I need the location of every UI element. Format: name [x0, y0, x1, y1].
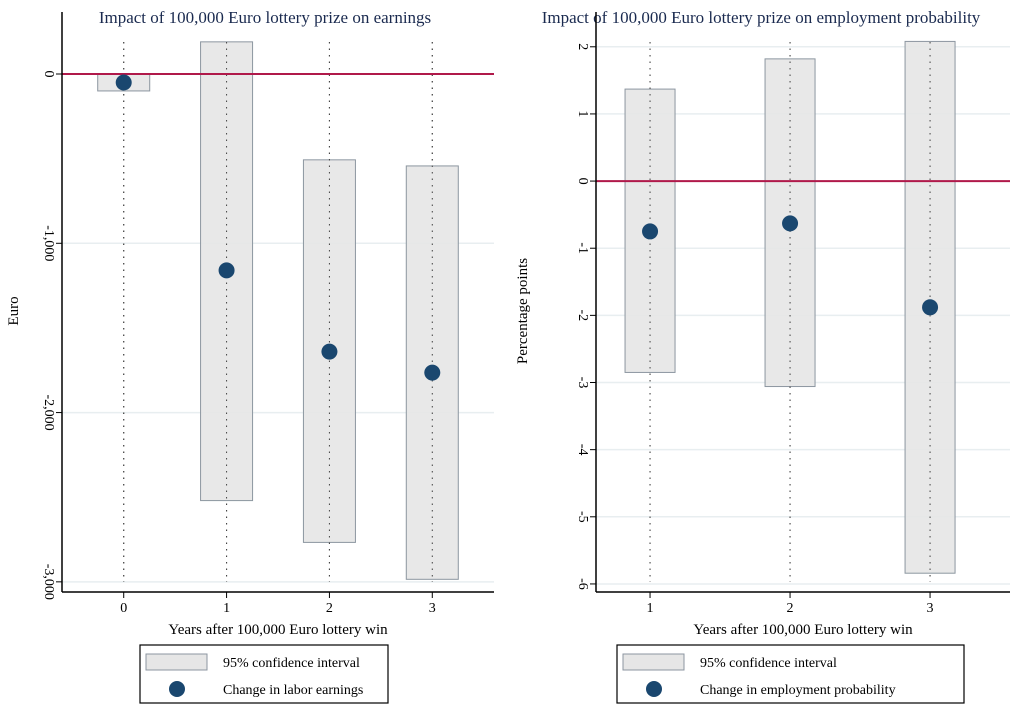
x-tick-label: 2	[326, 601, 333, 616]
y-tick-label: 1	[575, 110, 590, 117]
legend-ci-swatch	[145, 653, 208, 671]
point-estimate	[922, 299, 939, 316]
y-axis-label: Euro	[6, 296, 22, 325]
y-tick-label: -3	[575, 377, 590, 389]
x-tick-label: 0	[120, 601, 127, 616]
legend: 95% confidence interval Change in labor e…	[139, 644, 389, 704]
legend-point-marker	[169, 681, 185, 697]
legend-point-label: Change in labor earnings	[223, 683, 363, 698]
x-tick-label: 3	[429, 601, 436, 616]
y-tick-label: 0	[575, 178, 590, 185]
y-tick-label: -6	[575, 578, 590, 590]
point-estimate	[321, 343, 338, 360]
legend-ci-label: 95% confidence interval	[223, 656, 360, 671]
y-tick-label: -3,000	[41, 564, 56, 600]
point-estimate	[424, 364, 441, 381]
x-tick-label: 1	[223, 601, 230, 616]
panel-1: Impact of 100,000 Euro lottery prize on …	[6, 8, 494, 704]
legend: 95% confidence interval Change in employm…	[616, 644, 965, 704]
x-axis-label: Years after 100,000 Euro lottery win	[168, 622, 388, 638]
x-tick-label: 2	[787, 601, 794, 616]
y-tick-label: -4	[575, 444, 590, 456]
x-tick-label: 1	[647, 601, 654, 616]
y-tick-label: -1,000	[41, 225, 56, 261]
x-tick-label: 3	[927, 601, 934, 616]
y-tick-label: -1	[575, 242, 590, 254]
x-axis-label: Years after 100,000 Euro lottery win	[693, 622, 913, 638]
panel-2: Impact of 100,000 Euro lottery prize on …	[515, 8, 1010, 704]
point-estimate	[642, 223, 659, 240]
legend-ci-swatch	[622, 653, 685, 671]
y-tick-label: 0	[41, 71, 56, 78]
y-tick-label: -2,000	[41, 394, 56, 430]
legend-point-marker	[646, 681, 662, 697]
legend-point-label: Change in employment probability	[700, 683, 896, 698]
y-tick-label: 2	[575, 43, 590, 50]
chart-title: Impact of 100,000 Euro lottery prize on …	[99, 8, 431, 27]
y-tick-label: -2	[575, 310, 590, 322]
y-axis-label: Percentage points	[515, 258, 531, 364]
chart-title: Impact of 100,000 Euro lottery prize on …	[542, 8, 981, 27]
legend-ci-label: 95% confidence interval	[700, 656, 837, 671]
point-estimate	[782, 215, 799, 232]
point-estimate	[115, 74, 132, 91]
point-estimate	[218, 262, 235, 279]
y-tick-label: -5	[575, 511, 590, 523]
